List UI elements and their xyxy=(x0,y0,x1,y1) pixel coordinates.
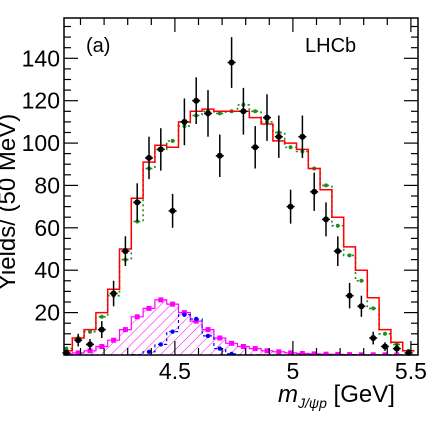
dashed-component-marker xyxy=(170,329,175,334)
alternative-fit-marker xyxy=(253,109,258,114)
hatched-component-marker xyxy=(288,350,294,355)
data-point xyxy=(287,203,294,210)
y-tick-label: 120 xyxy=(22,88,60,114)
y-tick-label: 80 xyxy=(34,172,60,198)
hatched-component-marker xyxy=(146,305,152,311)
axes: 20 40 60 80 100 120 140 4.5 5 5.5 xyxy=(22,18,427,384)
data-point xyxy=(87,341,93,348)
hatched-component-marker xyxy=(229,340,235,346)
alternative-fit-marker xyxy=(347,253,352,258)
data-point xyxy=(216,152,223,159)
data-point xyxy=(358,303,365,310)
dashed-component-marker xyxy=(229,351,234,355)
hatched-component-marker xyxy=(358,352,364,355)
data-point xyxy=(334,248,341,255)
data-point xyxy=(110,290,117,297)
data-point xyxy=(134,199,141,206)
alternative-fit-marker xyxy=(335,223,340,228)
hatched-component-marker xyxy=(264,348,270,354)
hatched-component-marker xyxy=(134,314,140,320)
data-point xyxy=(157,146,164,153)
hatched-component-marker xyxy=(217,335,223,341)
y-tick-label: 60 xyxy=(34,215,60,241)
data-point xyxy=(181,118,188,125)
alternative-fit-marker xyxy=(217,111,222,116)
hatched-component-marker xyxy=(205,327,211,333)
data-point xyxy=(75,337,82,344)
data-point xyxy=(370,335,377,341)
hatched-component-marker xyxy=(240,344,246,349)
alternative-fit-marker xyxy=(371,306,376,311)
alternative-fit-marker xyxy=(64,346,69,351)
plot-frame xyxy=(63,17,419,356)
experiment-label: LHCb xyxy=(305,35,356,57)
x-axis-title-subscript: J/ψp xyxy=(297,395,327,411)
data-point xyxy=(122,248,129,255)
hatched-component-marker xyxy=(382,352,388,355)
dashed-component-marker xyxy=(194,316,199,322)
alternative-fit-marker xyxy=(383,331,387,336)
dashed-component-marker xyxy=(182,312,187,317)
data-point xyxy=(252,144,259,151)
x-tick-label: 5 xyxy=(287,358,300,384)
hatched-component-marker xyxy=(87,348,93,354)
x-tick-label: 5.5 xyxy=(395,358,427,384)
data-point xyxy=(323,216,329,223)
dashed-component-marker xyxy=(217,346,222,351)
hatched-component-marker xyxy=(252,346,258,352)
data-point xyxy=(264,114,270,121)
y-tick-label: 20 xyxy=(34,300,60,326)
data-point xyxy=(98,326,105,333)
data-point xyxy=(346,292,353,299)
x-tick-label: 4.5 xyxy=(159,358,191,384)
data-point xyxy=(275,133,282,140)
alternative-fit-marker xyxy=(170,138,175,143)
hatched-component-marker xyxy=(170,301,176,307)
dashed-component-marker xyxy=(158,342,163,347)
data-point xyxy=(311,188,318,195)
hatched-component-area xyxy=(64,299,415,355)
alternative-fit-marker xyxy=(88,329,92,334)
component-layer xyxy=(64,297,415,355)
alternative-fit-marker xyxy=(288,145,293,150)
hatched-component-marker xyxy=(75,350,81,355)
hatched-component-marker xyxy=(299,351,305,355)
data-point xyxy=(205,110,211,117)
data-point xyxy=(240,108,247,115)
alternative-fit-marker xyxy=(324,183,328,188)
data-point xyxy=(169,207,176,214)
dashed-component-marker xyxy=(205,333,211,339)
hatched-component-marker xyxy=(99,344,105,349)
panel-label: (a) xyxy=(86,35,110,57)
hatched-component-marker xyxy=(158,297,164,303)
hatched-component-marker xyxy=(122,327,128,333)
y-tick-label: 140 xyxy=(22,45,60,71)
data-point xyxy=(382,343,388,350)
hatched-component-marker xyxy=(370,352,376,355)
data-point xyxy=(146,154,152,161)
data-point xyxy=(228,59,235,66)
alternative-fit-marker xyxy=(99,314,104,319)
hatched-component-marker xyxy=(394,352,400,355)
data-point xyxy=(193,97,200,104)
y-tick-label: 100 xyxy=(22,130,60,156)
hatched-component-marker xyxy=(276,349,282,355)
x-axis-title-symbol: m xyxy=(278,381,298,408)
hatched-component-marker xyxy=(347,352,353,355)
data-point xyxy=(393,345,400,352)
hatched-component-marker xyxy=(323,351,329,355)
data-points xyxy=(62,37,413,356)
x-axis-title: mJ/ψp [GeV] xyxy=(278,381,395,411)
data-point xyxy=(299,133,306,140)
alternative-fit-marker xyxy=(359,278,364,283)
y-axis-title: Yields/ (50 MeV) xyxy=(0,114,21,291)
hatched-component-marker xyxy=(311,351,317,355)
x-axis-title-unit: [GeV] xyxy=(327,381,395,408)
hatched-component-marker xyxy=(335,351,341,355)
dashed-component-marker xyxy=(146,349,152,354)
y-tick-label: 40 xyxy=(34,257,60,283)
hatched-component-marker xyxy=(111,337,117,343)
